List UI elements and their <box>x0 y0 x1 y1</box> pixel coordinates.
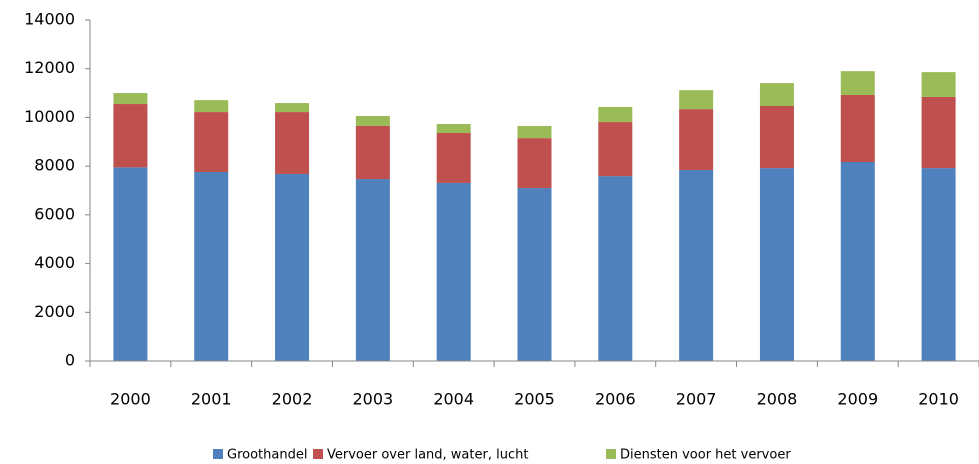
bar-segment <box>921 168 956 361</box>
y-tick-label: 6000 <box>34 204 75 223</box>
y-tick-label: 12000 <box>24 58 75 77</box>
legend-label: Vervoer over land, water, lucht <box>327 448 528 463</box>
bar-segment <box>194 171 229 361</box>
y-tick-label: 0 <box>65 351 75 370</box>
x-tick-label: 2007 <box>676 390 717 409</box>
bar-segment <box>921 72 956 97</box>
y-tick-label: 4000 <box>34 253 75 272</box>
y-tick-label: 14000 <box>24 10 75 29</box>
legend-label: Diensten voor het vervoer <box>620 448 791 463</box>
bar-segment <box>759 105 794 169</box>
bar-segment <box>355 115 390 126</box>
bar-segment <box>759 168 794 361</box>
x-tick-label: 2008 <box>757 390 798 409</box>
bar-segment <box>194 100 229 113</box>
bar-segment <box>113 104 148 168</box>
x-tick-label: 2010 <box>918 390 959 409</box>
bar-segment <box>113 93 148 105</box>
bar-segment <box>598 122 633 177</box>
x-tick-label: 2002 <box>272 390 313 409</box>
y-tick-label: 2000 <box>34 302 75 321</box>
x-tick-label: 2005 <box>514 390 555 409</box>
x-tick-label: 2004 <box>433 390 474 409</box>
bar-segment <box>840 71 875 96</box>
bar-segment <box>517 188 552 361</box>
legend-label: Groothandel <box>227 448 307 463</box>
x-tick-label: 2003 <box>353 390 394 409</box>
bar-segment <box>679 170 714 361</box>
x-tick-label: 2000 <box>110 390 151 409</box>
legend-swatch <box>213 449 223 459</box>
x-tick-label: 2001 <box>191 390 232 409</box>
bar-segment <box>355 125 390 180</box>
bar-segment <box>275 173 310 361</box>
bar-segment <box>436 182 471 361</box>
legend: Groothandel Vervoer over land, water, luc… <box>213 448 791 463</box>
bar-segment <box>840 95 875 163</box>
bar-segment <box>275 103 310 113</box>
bar-segment <box>598 106 633 123</box>
bar-segment <box>275 112 310 174</box>
bar-segment <box>679 90 714 110</box>
bar-segment <box>679 109 714 171</box>
x-tick-label: 2009 <box>837 390 878 409</box>
y-tick-label: 10000 <box>24 107 75 126</box>
legend-swatch <box>313 449 323 459</box>
bar-segment <box>436 124 471 134</box>
bar-segment <box>355 179 390 361</box>
bar-segment <box>921 96 956 169</box>
bar-segment <box>517 125 552 139</box>
x-tick-label: 2006 <box>595 390 636 409</box>
bar-segment <box>598 176 633 361</box>
bar-segment <box>194 112 229 172</box>
bar-segment <box>759 83 794 106</box>
bar-segment <box>113 167 148 361</box>
y-tick-label: 8000 <box>34 156 75 175</box>
bar-segment <box>840 162 875 361</box>
bar-segment <box>436 133 471 183</box>
bar-segment <box>517 138 552 189</box>
legend-swatch <box>606 449 616 459</box>
